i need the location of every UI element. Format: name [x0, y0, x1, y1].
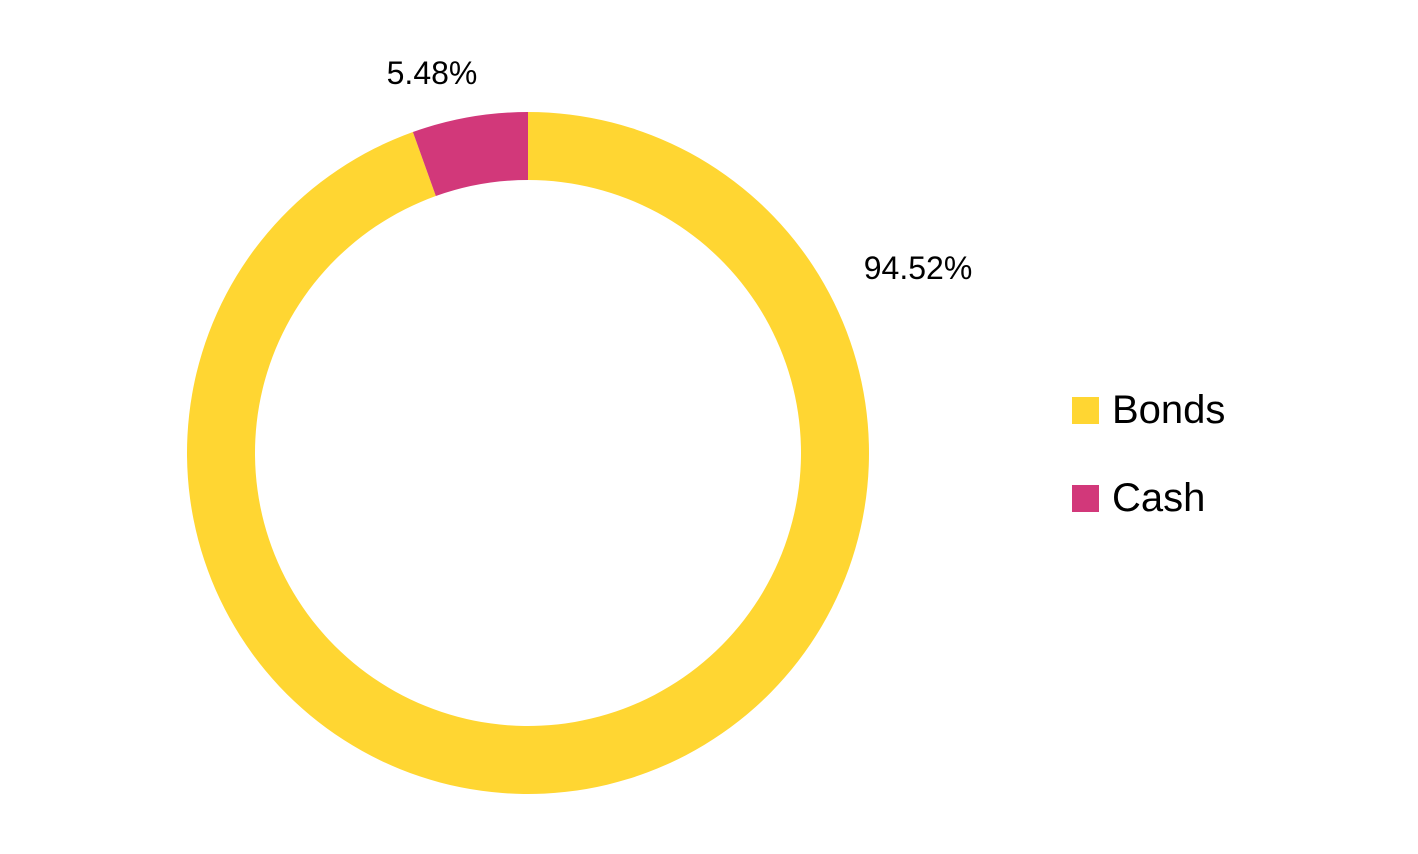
legend-item-bonds[interactable]: Bonds [1072, 382, 1225, 438]
legend-label-cash: Cash [1112, 475, 1206, 520]
donut-slices [186, 112, 869, 795]
slice-cash[interactable] [412, 112, 528, 197]
slice-bonds[interactable] [186, 112, 869, 795]
legend-item-cash[interactable]: Cash [1072, 470, 1225, 526]
legend-label-bonds: Bonds [1112, 387, 1226, 432]
legend-swatch-bonds [1072, 396, 1099, 424]
slice-labels: 94.52% 5.48% [387, 55, 973, 286]
slice-label-cash: 5.48% [387, 55, 478, 91]
slice-label-bonds: 94.52% [864, 250, 973, 286]
legend: Bonds Cash [1072, 382, 1225, 558]
legend-swatch-cash [1072, 484, 1099, 512]
